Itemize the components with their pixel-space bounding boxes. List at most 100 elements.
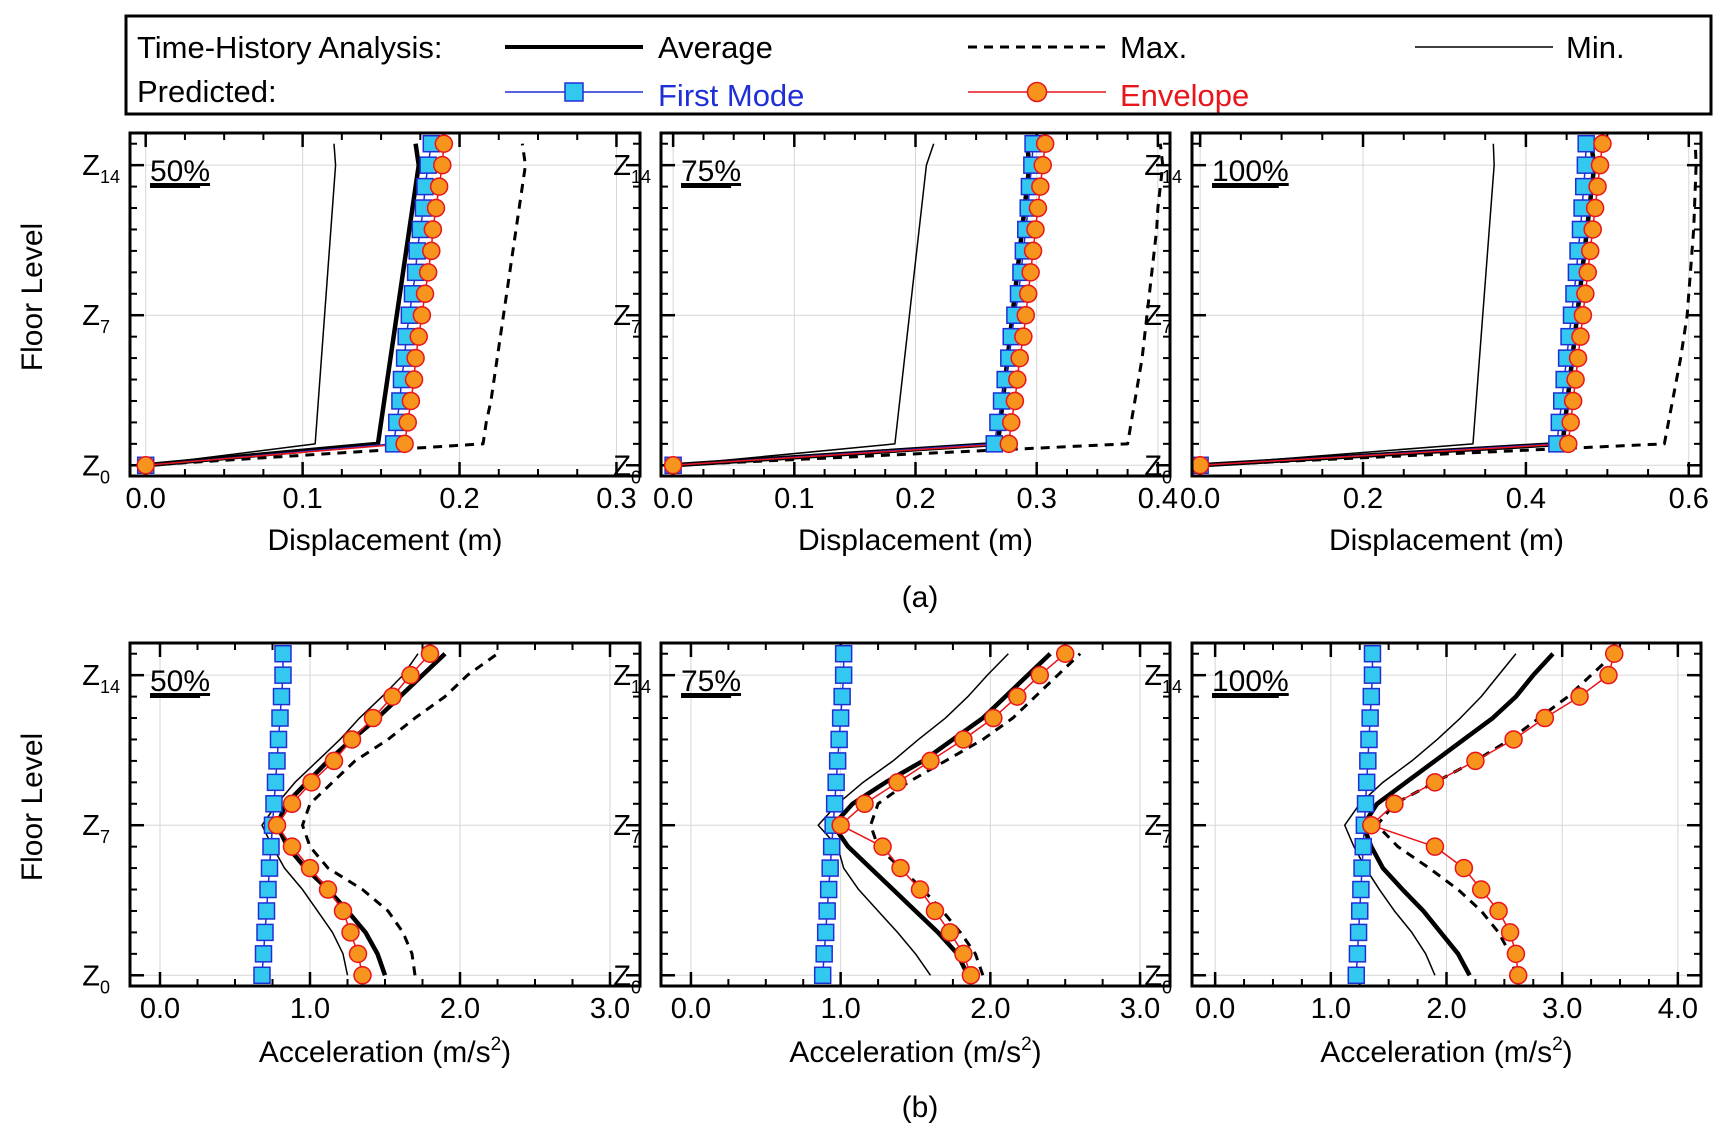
first-mode-point (271, 709, 289, 727)
legend-box (124, 14, 1713, 116)
y-tick-label-subscript: 7 (631, 827, 641, 847)
series-first-mode-line (821, 653, 845, 976)
first-mode-point (272, 687, 291, 706)
series-envelope-line (276, 653, 431, 976)
first-mode-point (1363, 666, 1382, 684)
first-mode-point (821, 859, 839, 877)
y-tick-label-subscript: 7 (631, 317, 641, 337)
envelope-point (300, 858, 320, 878)
plot-frame (659, 641, 1172, 988)
envelope-point (324, 751, 344, 771)
series-min-line (1343, 653, 1517, 976)
envelope-point (1021, 263, 1040, 282)
x-tick-label: 0.6 (1669, 483, 1709, 515)
series-average-line (1200, 143, 1597, 468)
envelope-point (406, 348, 425, 368)
first-mode-point (822, 837, 841, 856)
y-tick-label-subscript: 7 (1162, 317, 1172, 337)
first-mode-point (257, 902, 276, 920)
envelope-point (999, 434, 1019, 454)
series-average-line (672, 143, 1032, 468)
first-mode-point (262, 837, 280, 856)
envelope-point (353, 966, 372, 985)
envelope-point (318, 880, 338, 899)
plot-frame (659, 131, 1172, 478)
y-tick-label: Z (82, 450, 100, 482)
first-mode-point (274, 644, 292, 663)
series-first-mode-line (145, 143, 433, 467)
y-tick-label: Z (1144, 150, 1162, 182)
x-tick-label: 0.1 (282, 483, 322, 515)
x-axis-label: Acceleration (m/s2) (259, 1034, 511, 1069)
series-average-line (830, 652, 1052, 977)
envelope-point (1385, 794, 1404, 814)
first-mode-point (259, 880, 277, 899)
y-tick-label: Z (82, 660, 100, 692)
envelope-point (873, 837, 892, 856)
series-average-line (274, 652, 447, 977)
legend-first-mode-label: First Mode (658, 78, 804, 113)
y-tick-label-subscript: 0 (100, 977, 110, 997)
row-a-ylabel: Floor Level (16, 223, 49, 371)
first-mode-point (834, 644, 853, 663)
envelope-point (1005, 391, 1025, 411)
y-tick-label: Z (82, 150, 100, 182)
envelope-point (1508, 966, 1528, 985)
first-mode-point (1354, 837, 1372, 856)
legend-envelope-marker (1026, 81, 1048, 103)
first-mode-point (830, 730, 848, 749)
x-axis-label: Acceleration (m/s2) (1320, 1034, 1572, 1069)
envelope-point (401, 391, 421, 411)
y-tick-label-subscript: 7 (100, 827, 110, 847)
series-min-line (261, 653, 419, 976)
envelope-point (888, 773, 907, 792)
first-mode-point (1352, 880, 1370, 899)
envelope-point (1362, 815, 1381, 835)
envelope-point (422, 241, 441, 261)
envelope-point (420, 644, 440, 663)
envelope-point (341, 923, 360, 942)
y-tick-label: Z (82, 960, 100, 992)
x-tick-label: 2.0 (440, 993, 480, 1025)
series-max-line (869, 652, 1082, 976)
envelope-point (1588, 177, 1607, 196)
envelope-point (136, 456, 155, 475)
legend-average-label: Average (658, 30, 773, 65)
x-tick-label: 3.0 (590, 993, 630, 1025)
series-average-line (145, 143, 421, 468)
envelope-point (1504, 730, 1523, 749)
first-mode-point (1347, 966, 1366, 985)
x-tick-label: 0.2 (895, 483, 935, 515)
first-mode-point (816, 923, 835, 942)
y-tick-label: Z (613, 300, 631, 332)
envelope-point (663, 456, 683, 475)
envelope-point (423, 220, 443, 239)
series-max-line (673, 143, 1165, 467)
envelope-point (348, 944, 368, 964)
x-axis-label: Displacement (m) (798, 524, 1033, 557)
envelope-point (429, 177, 449, 196)
envelope-point (1559, 434, 1578, 454)
y-tick-label: Z (613, 150, 631, 182)
envelope-point (1030, 665, 1050, 685)
envelope-point (1563, 391, 1583, 411)
envelope-point (434, 134, 454, 153)
series-min-line (817, 653, 1009, 976)
series-max-line (1375, 652, 1616, 976)
envelope-point (961, 966, 981, 985)
series-group (1343, 652, 1616, 977)
envelope-point (1466, 751, 1485, 771)
first-mode-point (269, 730, 288, 749)
first-mode-point (1362, 687, 1381, 706)
first-mode-point (834, 666, 853, 684)
x-tick-label: 2.0 (970, 993, 1010, 1025)
envelope-point (1028, 198, 1048, 218)
envelope-point (1010, 348, 1029, 368)
first-mode-point (1350, 902, 1369, 920)
envelope-point (855, 794, 874, 814)
envelope-point (1576, 284, 1595, 304)
envelope-point (415, 284, 435, 304)
first-mode-point (825, 795, 844, 813)
